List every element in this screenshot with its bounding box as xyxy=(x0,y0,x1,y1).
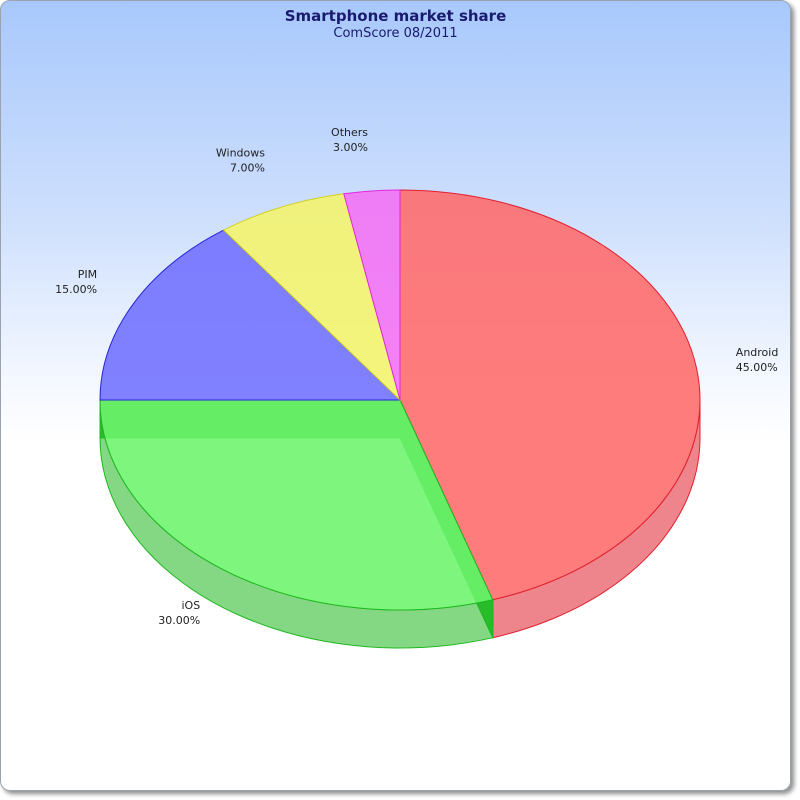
slice-value-pim: 15.00% xyxy=(55,283,97,296)
pie-label-android: Android 45.00% xyxy=(736,346,779,374)
slice-value-android: 45.00% xyxy=(736,361,778,374)
pie-slice-windows xyxy=(222,193,401,402)
pie-labels: Android 45.00% iOS 30.00% PIM 15.00% Windows 7.… xyxy=(55,126,778,627)
slice-name-ios: iOS xyxy=(181,599,200,612)
slice-name-android: Android xyxy=(736,346,779,359)
slice-name-pim: PIM xyxy=(78,268,97,281)
slice-value-others: 3.00% xyxy=(333,141,368,154)
pie-slice-others xyxy=(343,189,401,401)
chart-subtitle: ComScore 08/2011 xyxy=(333,26,458,41)
pie-label-windows: Windows 7.00% xyxy=(216,147,265,175)
pie-slices xyxy=(99,189,701,611)
pie-slice-ios xyxy=(99,399,494,611)
slice-value-ios: 30.00% xyxy=(158,614,200,627)
chart-title: Smartphone market share xyxy=(284,7,507,25)
slice-value-windows: 7.00% xyxy=(230,162,265,175)
slice-name-others: Others xyxy=(331,126,368,139)
pie-slice-android xyxy=(399,189,701,601)
pie-slice-pim xyxy=(99,229,402,401)
slice-name-windows: Windows xyxy=(216,147,265,160)
pie-label-others: Others 3.00% xyxy=(331,126,368,154)
pie-label-ios: iOS 30.00% xyxy=(158,599,200,627)
pie-label-pim: PIM 15.00% xyxy=(55,268,97,296)
